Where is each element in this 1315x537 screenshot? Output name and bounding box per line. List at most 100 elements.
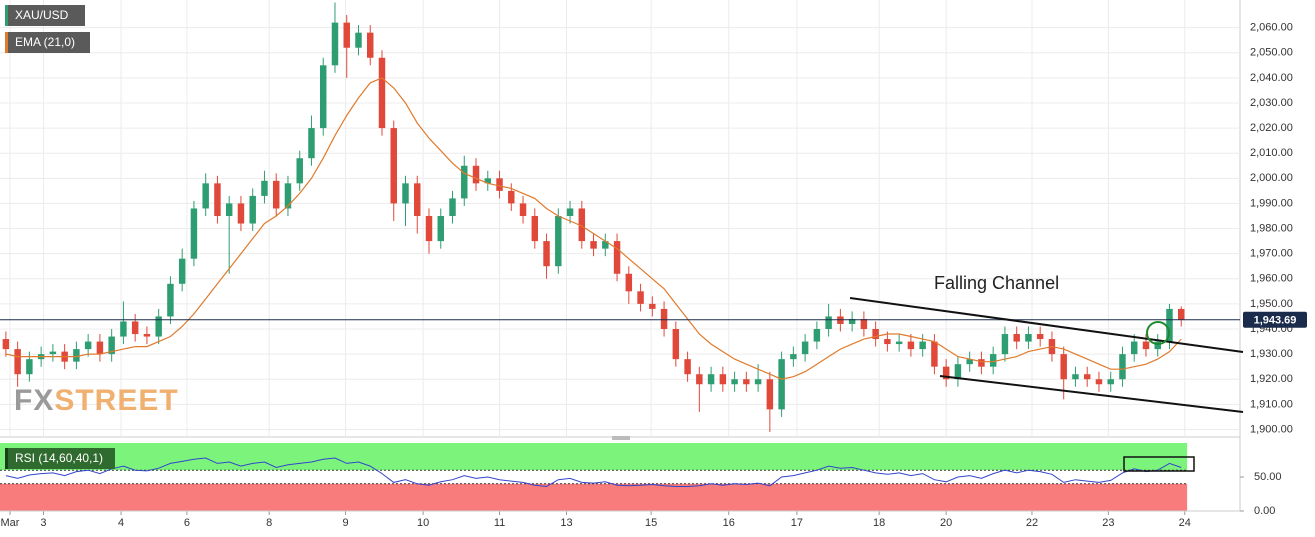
legend-label: EMA (21,0)	[15, 35, 75, 49]
candle-body	[367, 32, 374, 58]
candle-body	[519, 203, 527, 216]
x-tick-label: 24	[1179, 517, 1191, 529]
x-tick-label: 23	[1102, 517, 1114, 529]
candle-body	[272, 180, 280, 209]
candle-body	[496, 178, 503, 191]
candle-body	[202, 183, 209, 209]
candle-body	[872, 329, 879, 340]
candle-body	[1013, 334, 1020, 342]
candle-body	[1072, 374, 1079, 380]
candle-body	[1060, 354, 1067, 380]
candle-body	[731, 379, 738, 385]
candle-body	[84, 341, 92, 350]
candle-body	[402, 183, 409, 204]
candle-body	[907, 341, 915, 350]
candle-body	[1001, 334, 1009, 355]
candle-body	[308, 128, 315, 159]
y-tick-label: 2,030.00	[1250, 97, 1293, 109]
legend-swatch	[5, 32, 8, 53]
candle-body	[660, 308, 668, 330]
channel-lower	[939, 375, 1244, 413]
candle-body	[131, 321, 139, 335]
candle-body	[261, 180, 268, 196]
candle-body	[766, 379, 774, 410]
candle-body	[754, 379, 762, 385]
candle-body	[73, 349, 80, 362]
candle-body	[602, 241, 609, 249]
y-tick-label: 2,010.00	[1250, 147, 1293, 159]
candle-body	[319, 65, 327, 129]
candle-body	[1083, 374, 1091, 380]
candle-body	[813, 329, 821, 342]
y-tick-label: 1,910.00	[1250, 398, 1293, 410]
candle-body	[719, 374, 727, 385]
candle-body	[1142, 341, 1150, 350]
rsi-highlight	[1123, 456, 1195, 472]
candle-body	[2, 339, 10, 350]
x-tick-label: 11	[494, 517, 505, 529]
watermark: FXSTREET	[14, 384, 179, 417]
candle-body	[508, 190, 515, 204]
candle-body	[555, 215, 562, 267]
rsi-upper-band	[0, 443, 1188, 471]
x-tick-label: 22	[1026, 517, 1038, 529]
y-tick-label: 1,970.00	[1250, 248, 1293, 260]
x-tick-label: Mar	[1, 517, 20, 529]
y-tick-label: 2,050.00	[1250, 47, 1293, 59]
annotation: Falling Channel	[934, 273, 1059, 293]
candle-body	[942, 366, 950, 380]
candle-body	[484, 178, 492, 184]
candle-body	[120, 321, 127, 337]
y-tick-label: 1,950.00	[1250, 298, 1293, 310]
candle-body	[461, 165, 468, 199]
candle-body	[543, 241, 550, 267]
legend-box	[5, 5, 85, 26]
y-tick-label: 1,960.00	[1250, 273, 1293, 285]
candle-body	[167, 283, 174, 317]
y-tick-label: 2,040.00	[1250, 72, 1293, 84]
candle-body	[155, 316, 162, 337]
candle-body	[778, 359, 785, 410]
candle-body	[931, 341, 938, 367]
candle-body	[214, 183, 221, 216]
candle-body	[978, 359, 985, 367]
watermark-part: STREET	[54, 384, 178, 417]
candle-body	[1119, 354, 1126, 380]
breakout-circle	[1146, 321, 1170, 345]
channel-upper	[849, 297, 1244, 353]
candle-body	[26, 359, 33, 375]
legend-box	[5, 32, 90, 53]
candle-body	[143, 334, 151, 337]
legend-box	[5, 448, 115, 469]
candle-body	[1025, 334, 1032, 342]
last-price-box	[1243, 311, 1307, 328]
candle-body	[414, 183, 421, 216]
candle-body	[707, 374, 715, 385]
x-tick-label: 17	[791, 517, 803, 529]
legend-swatch	[5, 5, 8, 26]
rsi-line	[5, 457, 1182, 488]
x-tick-label: 20	[940, 517, 952, 529]
candle-body	[296, 158, 303, 184]
candle-body	[531, 215, 539, 242]
x-tick-label: 4	[118, 517, 124, 529]
x-tick-label: 15	[645, 517, 657, 529]
y-tick-label: 1,930.00	[1250, 348, 1293, 360]
candle-body	[49, 351, 57, 355]
candle-body	[966, 359, 973, 365]
candle-body	[378, 57, 386, 129]
candle-body	[1107, 379, 1114, 385]
candle-body	[1154, 341, 1161, 350]
candle-body	[625, 273, 633, 292]
candle-body	[989, 354, 997, 367]
candle-body	[884, 339, 891, 345]
candle-body	[1166, 308, 1173, 342]
candle-body	[954, 364, 962, 380]
x-tick-label: 13	[560, 517, 572, 529]
watermark-part: FX	[14, 384, 54, 417]
candle-body	[578, 208, 586, 242]
candle-body	[649, 303, 656, 309]
candle-body	[1130, 341, 1138, 355]
candle-body	[1178, 308, 1185, 320]
